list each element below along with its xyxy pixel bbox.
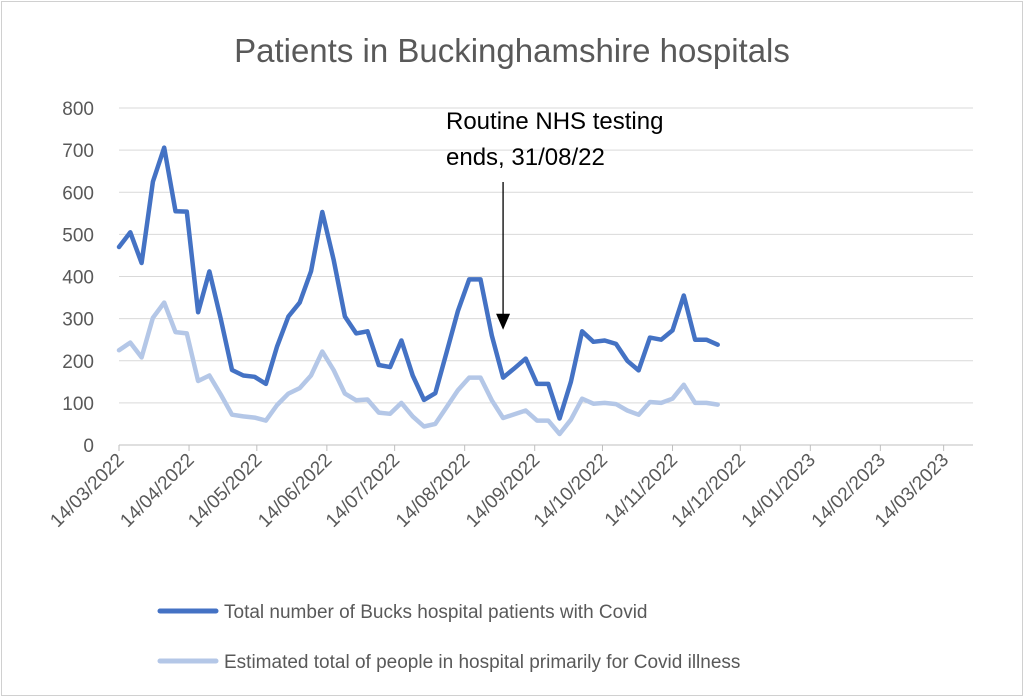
gridlines bbox=[119, 107, 973, 446]
y-axis: 0 100 200 300 400 500 600 700 800 bbox=[62, 99, 94, 457]
series-lines bbox=[116, 145, 720, 437]
y-tick-label: 100 bbox=[62, 394, 94, 415]
legend: Total number of Bucks hospital patients … bbox=[157, 602, 740, 673]
y-tick-label: 200 bbox=[62, 352, 94, 373]
x-tick-label: 14/10/2022 bbox=[530, 450, 612, 532]
annotation-arrow-head bbox=[496, 313, 511, 330]
x-tick-label: 14/07/2022 bbox=[322, 450, 404, 532]
y-tick-label: 700 bbox=[62, 141, 94, 162]
x-tick-label: 14/08/2022 bbox=[392, 450, 474, 532]
x-axis: 14/03/202214/04/202214/05/202214/06/2022… bbox=[46, 445, 953, 532]
annotation-line-1: Routine NHS testing bbox=[446, 108, 663, 135]
y-tick-label: 0 bbox=[83, 436, 94, 457]
annotation: Routine NHS testing ends, 31/08/22 bbox=[446, 108, 663, 330]
y-tick-label: 600 bbox=[62, 183, 94, 204]
y-tick-label: 800 bbox=[62, 99, 94, 120]
x-tick-label: 14/03/2022 bbox=[46, 450, 128, 532]
y-tick-label: 300 bbox=[62, 310, 94, 331]
x-tick-label: 14/01/2023 bbox=[738, 450, 820, 532]
chart-title: Patients in Buckinghamshire hospitals bbox=[234, 32, 790, 69]
x-tick-label: 14/12/2022 bbox=[668, 450, 750, 532]
legend-label-primary: Estimated total of people in hospital pr… bbox=[224, 652, 740, 673]
series-line-1 bbox=[116, 300, 720, 437]
y-tick-label: 500 bbox=[62, 225, 94, 246]
y-tick-label: 400 bbox=[62, 268, 94, 289]
x-tick-label: 14/05/2022 bbox=[184, 450, 266, 532]
annotation-line-2: ends, 31/08/22 bbox=[446, 144, 605, 171]
legend-label-total: Total number of Bucks hospital patients … bbox=[224, 602, 648, 623]
series-line-0 bbox=[116, 145, 720, 421]
